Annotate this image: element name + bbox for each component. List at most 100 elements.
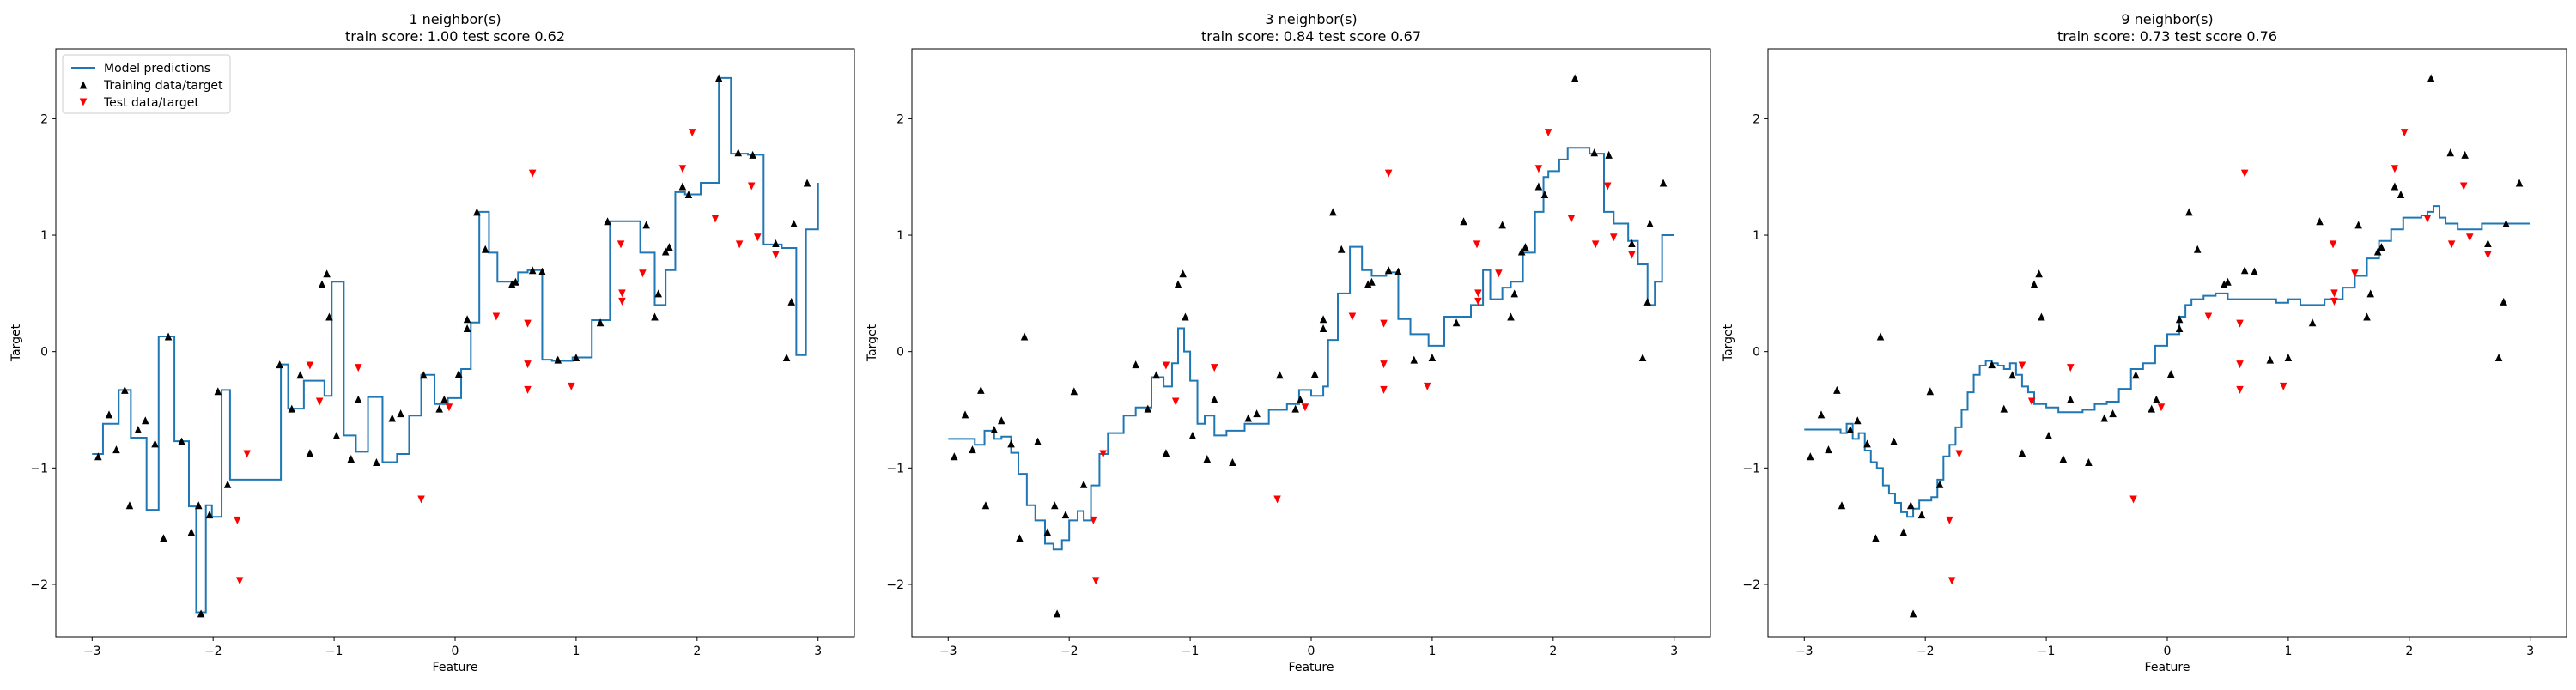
test-point <box>2204 312 2213 321</box>
test-point <box>1348 312 1357 321</box>
training-point <box>1460 217 1467 226</box>
training-point <box>2132 371 2140 379</box>
training-point <box>1244 414 1253 422</box>
test-point <box>618 297 626 306</box>
test-point <box>567 382 575 390</box>
test-point <box>1955 450 1963 458</box>
training-point <box>318 280 326 288</box>
training-point <box>1863 439 1871 448</box>
training-point <box>1909 609 1917 618</box>
x-tick-label: 1 <box>572 645 580 658</box>
test-point <box>2066 364 2075 372</box>
panel-1: 1 neighbor(s)train score: 1.00 test scor… <box>9 11 855 675</box>
panel-2: 3 neighbor(s)train score: 0.84 test scor… <box>866 11 1711 675</box>
test-point <box>1628 251 1636 259</box>
training-point <box>1132 360 1139 369</box>
y-tick-label: −2 <box>1742 578 1760 592</box>
training-point <box>1297 395 1304 403</box>
training-point <box>1061 511 1070 519</box>
training-point <box>1364 280 1372 288</box>
y-axis-label: Target <box>9 324 23 362</box>
test-point <box>2157 403 2166 412</box>
training-point <box>2363 312 2371 321</box>
panel-title: 9 neighbor(s) <box>2121 11 2213 27</box>
training-point <box>2166 369 2175 378</box>
test-point <box>772 251 780 259</box>
training-point <box>1917 511 1926 519</box>
y-tick-label: 0 <box>1753 346 1760 360</box>
training-point <box>787 297 796 306</box>
test-point <box>2459 182 2468 191</box>
training-point <box>1517 247 1526 256</box>
training-point <box>1643 297 1652 306</box>
training-point <box>1179 269 1187 278</box>
training-point <box>1659 179 1668 187</box>
test-point <box>2447 240 2456 249</box>
legend-box <box>62 54 231 114</box>
training-point <box>1053 609 1061 618</box>
training-point <box>1384 266 1393 275</box>
training-point <box>642 221 650 229</box>
training-point <box>596 318 605 327</box>
x-tick-label: −3 <box>939 645 957 658</box>
training-point <box>2446 148 2455 157</box>
training-point <box>187 528 196 536</box>
test-point <box>1534 165 1543 173</box>
test-point <box>1171 397 1180 406</box>
training-point <box>306 449 314 457</box>
training-point <box>2427 74 2435 82</box>
training-point <box>665 243 673 251</box>
training-point <box>223 480 232 488</box>
training-point <box>1337 245 1346 253</box>
training-point <box>1872 534 1880 542</box>
test-point <box>1474 289 1482 298</box>
training-point <box>990 426 999 434</box>
training-point <box>1590 148 1599 157</box>
training-point <box>572 353 580 361</box>
training-point <box>2153 395 2160 403</box>
training-point <box>2494 353 2503 361</box>
test-point <box>1301 403 1309 412</box>
test-point <box>528 169 537 178</box>
training-point <box>2502 219 2510 227</box>
training-point <box>1034 437 1042 445</box>
training-point <box>1016 534 1024 542</box>
test-point <box>1946 516 1953 524</box>
test-point <box>2329 240 2337 249</box>
training-point <box>790 219 798 227</box>
training-point <box>2373 247 2382 256</box>
training-point <box>473 208 481 216</box>
x-tick-label: 1 <box>2284 645 2292 658</box>
training-point <box>2378 243 2385 251</box>
training-point <box>141 416 149 425</box>
test-point <box>2465 233 2474 242</box>
test-point <box>1380 319 1388 328</box>
test-point <box>235 577 244 585</box>
test-point <box>618 289 626 298</box>
training-point <box>332 431 341 439</box>
training-point <box>1229 458 1236 467</box>
training-point <box>125 501 134 510</box>
training-point <box>1522 243 1529 251</box>
training-point <box>1043 528 1052 536</box>
model-predictions-line <box>1804 205 2530 518</box>
training-point <box>2000 404 2008 413</box>
y-tick-label: 0 <box>40 346 48 360</box>
model-predictions-line <box>948 147 1674 551</box>
test-point <box>747 182 756 191</box>
test-point <box>1544 129 1552 137</box>
legend-label: Model predictions <box>104 62 210 76</box>
training-point <box>354 395 362 403</box>
training-point <box>373 458 380 467</box>
training-point <box>2193 245 2202 253</box>
training-point <box>528 266 537 275</box>
x-tick-label: 3 <box>1670 645 1678 658</box>
test-point <box>711 215 720 223</box>
y-tick-label: −1 <box>886 462 904 475</box>
test-point <box>1947 577 1956 585</box>
test-point <box>1380 360 1388 369</box>
x-axis-label: Feature <box>1289 661 1334 675</box>
training-point <box>2185 208 2193 216</box>
test-point <box>524 360 532 369</box>
